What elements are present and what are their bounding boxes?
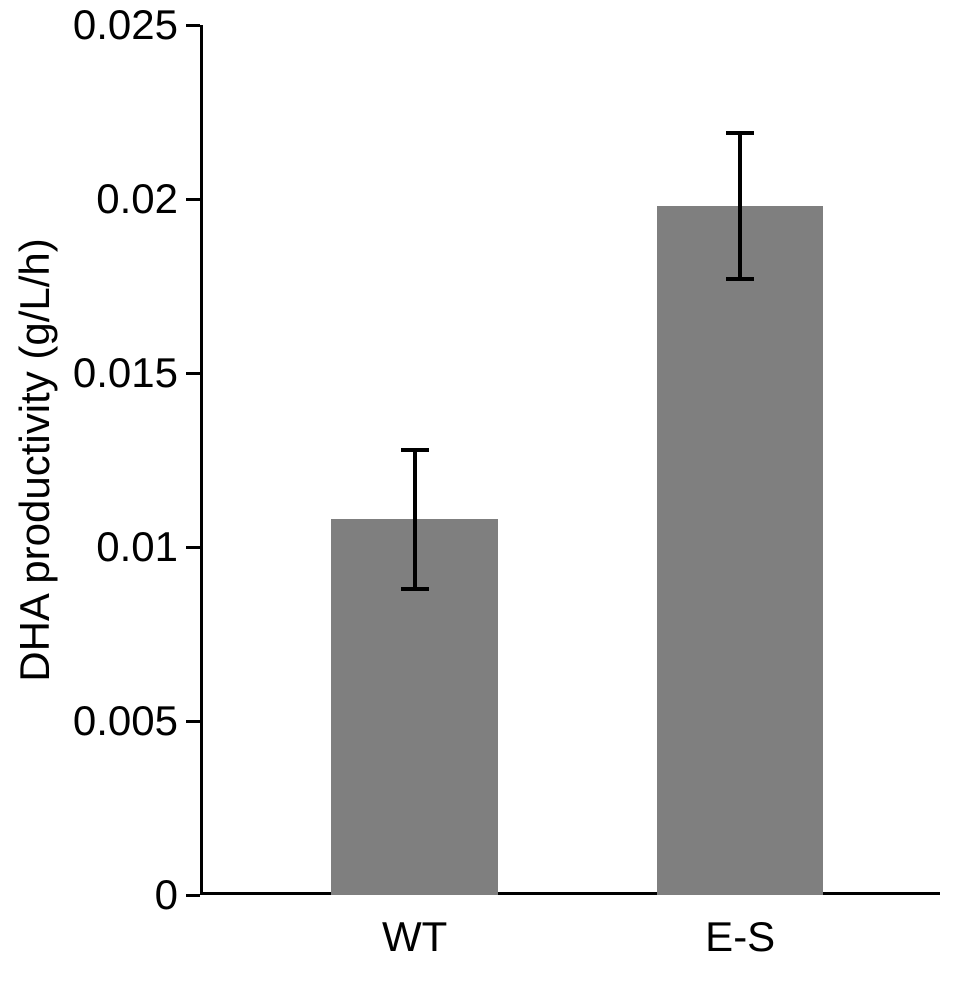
dha-productivity-chart: DHA productivity (g/L/h) 00.0050.010.015…	[0, 0, 969, 1000]
y-tick-mark	[186, 546, 200, 549]
error-bar	[738, 133, 742, 279]
y-tick-mark	[186, 198, 200, 201]
y-tick-label: 0.02	[96, 175, 178, 223]
y-tick-mark	[186, 24, 200, 27]
y-tick-label: 0	[155, 871, 178, 919]
y-tick-label: 0.01	[96, 523, 178, 571]
error-cap	[401, 448, 429, 452]
x-tick-label: WT	[382, 913, 447, 961]
y-tick-label: 0.005	[73, 697, 178, 745]
x-tick-label: E-S	[705, 913, 775, 961]
y-tick-label: 0.025	[73, 1, 178, 49]
y-tick-mark	[186, 720, 200, 723]
error-cap	[726, 277, 754, 281]
y-tick-mark	[186, 894, 200, 897]
y-tick-mark	[186, 372, 200, 375]
bar-e-s	[657, 206, 824, 895]
y-tick-label: 0.015	[73, 349, 178, 397]
error-cap	[401, 587, 429, 591]
error-bar	[413, 450, 417, 589]
error-cap	[726, 131, 754, 135]
plot-area	[200, 25, 940, 895]
